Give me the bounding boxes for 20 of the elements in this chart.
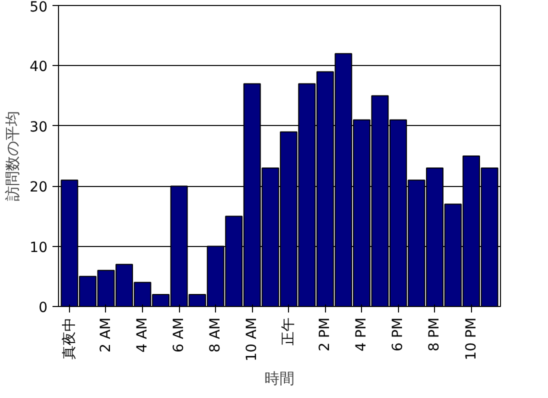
x-tick-label: 10 AM (244, 318, 260, 362)
x-tick-label: 6 PM (390, 317, 406, 352)
x-tick-label: 真夜中 (61, 318, 78, 360)
y-tick-label: 0 (38, 300, 48, 316)
x-tick-label: 8 PM (426, 317, 443, 352)
x-tick-label: 2 PM (317, 317, 334, 352)
x-axis-title: 時間 (264, 369, 294, 388)
y-tick-label: 20 (30, 180, 48, 196)
y-tick-label: 10 (30, 240, 48, 256)
x-tick-label: 8 AM (208, 318, 224, 353)
x-tick-label: 4 AM (134, 318, 151, 353)
x-tick-label: 4 PM (354, 317, 370, 352)
x-tick-label: 6 AM (171, 318, 188, 353)
y-tick-label: 40 (30, 59, 48, 76)
y-tick-label: 30 (30, 119, 48, 136)
x-tick-label: 正午 (280, 318, 297, 346)
y-axis-title: 訪問数の平均 (4, 111, 22, 201)
x-tick-label: 2 AM (98, 318, 114, 353)
x-tick-label: 10 PM (463, 317, 480, 360)
y-tick-label: 50 (30, 0, 48, 16)
